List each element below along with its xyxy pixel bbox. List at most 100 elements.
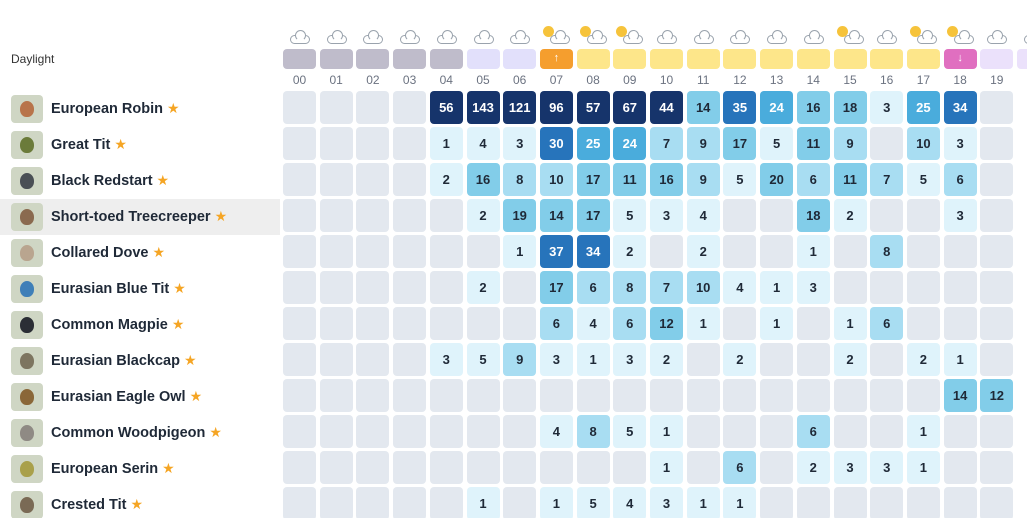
count-cell[interactable] xyxy=(356,451,390,484)
count-cell[interactable]: 19 xyxy=(503,199,537,232)
count-cell[interactable] xyxy=(356,307,390,340)
count-cell[interactable] xyxy=(503,451,537,484)
count-cell[interactable] xyxy=(393,163,427,196)
count-cell[interactable]: 4 xyxy=(723,271,757,304)
count-cell[interactable]: 1 xyxy=(466,487,500,518)
count-cell[interactable] xyxy=(943,415,977,448)
count-cell[interactable] xyxy=(833,379,867,412)
species-name[interactable]: Common Magpie ★ xyxy=(51,316,184,333)
species-thumbnail[interactable] xyxy=(11,239,43,267)
count-cell[interactable]: 6 xyxy=(943,163,977,196)
count-cell[interactable]: 3 xyxy=(833,451,867,484)
count-cell[interactable]: 8 xyxy=(870,235,904,268)
count-cell[interactable]: 1 xyxy=(650,451,683,484)
count-cell[interactable] xyxy=(980,307,1014,340)
count-cell[interactable]: 5 xyxy=(466,343,500,376)
count-cell[interactable]: 4 xyxy=(539,415,573,448)
count-cell[interactable]: 1 xyxy=(833,307,867,340)
count-cell[interactable]: 2 xyxy=(723,343,757,376)
count-cell[interactable] xyxy=(870,487,904,518)
count-cell[interactable]: 14 xyxy=(943,379,977,412)
count-cell[interactable] xyxy=(283,379,316,412)
species-name[interactable]: Eurasian Blackcap ★ xyxy=(51,352,197,369)
count-cell[interactable] xyxy=(319,271,353,304)
count-cell[interactable] xyxy=(760,451,794,484)
count-cell[interactable] xyxy=(613,379,647,412)
count-cell[interactable] xyxy=(356,415,390,448)
count-cell[interactable]: 18 xyxy=(833,91,867,124)
species-row[interactable]: European Robin ★ 56 143 121 96 57 67 44 14 35 24 16 1… xyxy=(0,91,1027,127)
count-cell[interactable] xyxy=(356,199,390,232)
count-cell[interactable]: 6 xyxy=(796,163,830,196)
count-cell[interactable] xyxy=(833,235,867,268)
species-thumbnail[interactable] xyxy=(11,491,43,518)
species-row[interactable]: Common Magpie ★ 6 4 6 12 1 1 1 6 xyxy=(0,307,1027,343)
count-cell[interactable] xyxy=(943,235,977,268)
count-cell[interactable]: 6 xyxy=(870,307,904,340)
count-cell[interactable] xyxy=(429,271,463,304)
count-cell[interactable]: 9 xyxy=(686,163,720,196)
count-cell[interactable]: 8 xyxy=(503,163,537,196)
count-cell[interactable]: 10 xyxy=(686,271,720,304)
count-cell[interactable]: 17 xyxy=(539,271,573,304)
count-cell[interactable] xyxy=(356,235,390,268)
count-cell[interactable]: 34 xyxy=(576,235,610,268)
count-cell[interactable] xyxy=(356,91,390,124)
count-cell[interactable] xyxy=(319,163,353,196)
count-cell[interactable] xyxy=(980,487,1014,518)
count-cell[interactable] xyxy=(393,235,427,268)
count-cell[interactable] xyxy=(576,379,610,412)
count-cell[interactable] xyxy=(319,307,353,340)
count-cell[interactable] xyxy=(393,307,427,340)
count-cell[interactable]: 25 xyxy=(576,127,610,160)
count-cell[interactable] xyxy=(980,163,1014,196)
species-name[interactable]: Great Tit ★ xyxy=(51,136,127,153)
count-cell[interactable] xyxy=(283,163,316,196)
count-cell[interactable] xyxy=(356,487,390,518)
count-cell[interactable]: 1 xyxy=(576,343,610,376)
count-cell[interactable] xyxy=(906,379,940,412)
species-row[interactable]: Eurasian Blue Tit ★ 2 17 6 8 7 10 4 1 3 xyxy=(0,271,1027,307)
count-cell[interactable]: 3 xyxy=(943,127,977,160)
count-cell[interactable]: 9 xyxy=(833,127,867,160)
count-cell[interactable]: 57 xyxy=(576,91,610,124)
star-icon[interactable]: ★ xyxy=(171,316,185,332)
count-cell[interactable] xyxy=(319,415,353,448)
count-cell[interactable] xyxy=(980,271,1014,304)
species-name[interactable]: Short-toed Treecreeper ★ xyxy=(51,208,227,225)
count-cell[interactable]: 10 xyxy=(539,163,573,196)
species-row[interactable]: Short-toed Treecreeper ★ 2 19 14 17 5 3 4 18 2 3 xyxy=(0,199,1027,235)
count-cell[interactable]: 2 xyxy=(466,271,500,304)
count-cell[interactable]: 8 xyxy=(613,271,647,304)
count-cell[interactable] xyxy=(760,199,794,232)
count-cell[interactable]: 1 xyxy=(906,415,940,448)
count-cell[interactable] xyxy=(283,415,316,448)
count-cell[interactable]: 67 xyxy=(613,91,647,124)
count-cell[interactable] xyxy=(796,487,830,518)
star-icon[interactable]: ★ xyxy=(130,496,144,512)
count-cell[interactable]: 1 xyxy=(503,235,537,268)
count-cell[interactable] xyxy=(283,91,316,124)
count-cell[interactable] xyxy=(906,235,940,268)
star-icon[interactable]: ★ xyxy=(162,460,175,476)
count-cell[interactable] xyxy=(466,379,500,412)
count-cell[interactable]: 16 xyxy=(466,163,500,196)
count-cell[interactable]: 3 xyxy=(539,343,573,376)
count-cell[interactable] xyxy=(466,451,500,484)
count-cell[interactable]: 11 xyxy=(796,127,830,160)
count-cell[interactable] xyxy=(943,451,977,484)
count-cell[interactable]: 11 xyxy=(833,163,867,196)
count-cell[interactable]: 44 xyxy=(650,91,683,124)
count-cell[interactable]: 7 xyxy=(650,271,683,304)
count-cell[interactable]: 16 xyxy=(796,91,830,124)
count-cell[interactable]: 4 xyxy=(613,487,647,518)
count-cell[interactable]: 3 xyxy=(943,199,977,232)
count-cell[interactable] xyxy=(906,487,940,518)
count-cell[interactable] xyxy=(283,127,316,160)
count-cell[interactable]: 17 xyxy=(723,127,757,160)
species-thumbnail[interactable] xyxy=(11,131,43,159)
count-cell[interactable] xyxy=(283,451,316,484)
count-cell[interactable]: 18 xyxy=(796,199,830,232)
count-cell[interactable]: 16 xyxy=(650,163,683,196)
count-cell[interactable] xyxy=(356,343,390,376)
